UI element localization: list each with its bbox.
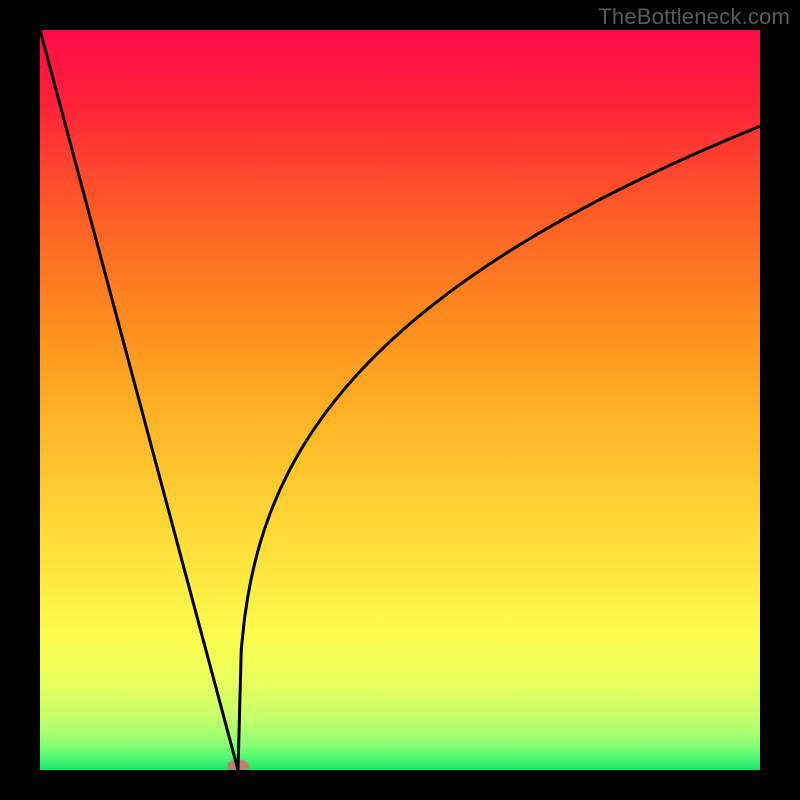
watermark-text: TheBottleneck.com (598, 4, 790, 30)
gradient-background (40, 30, 760, 770)
plot-svg (40, 30, 760, 770)
plot-area (40, 30, 760, 770)
chart-container: TheBottleneck.com (0, 0, 800, 800)
